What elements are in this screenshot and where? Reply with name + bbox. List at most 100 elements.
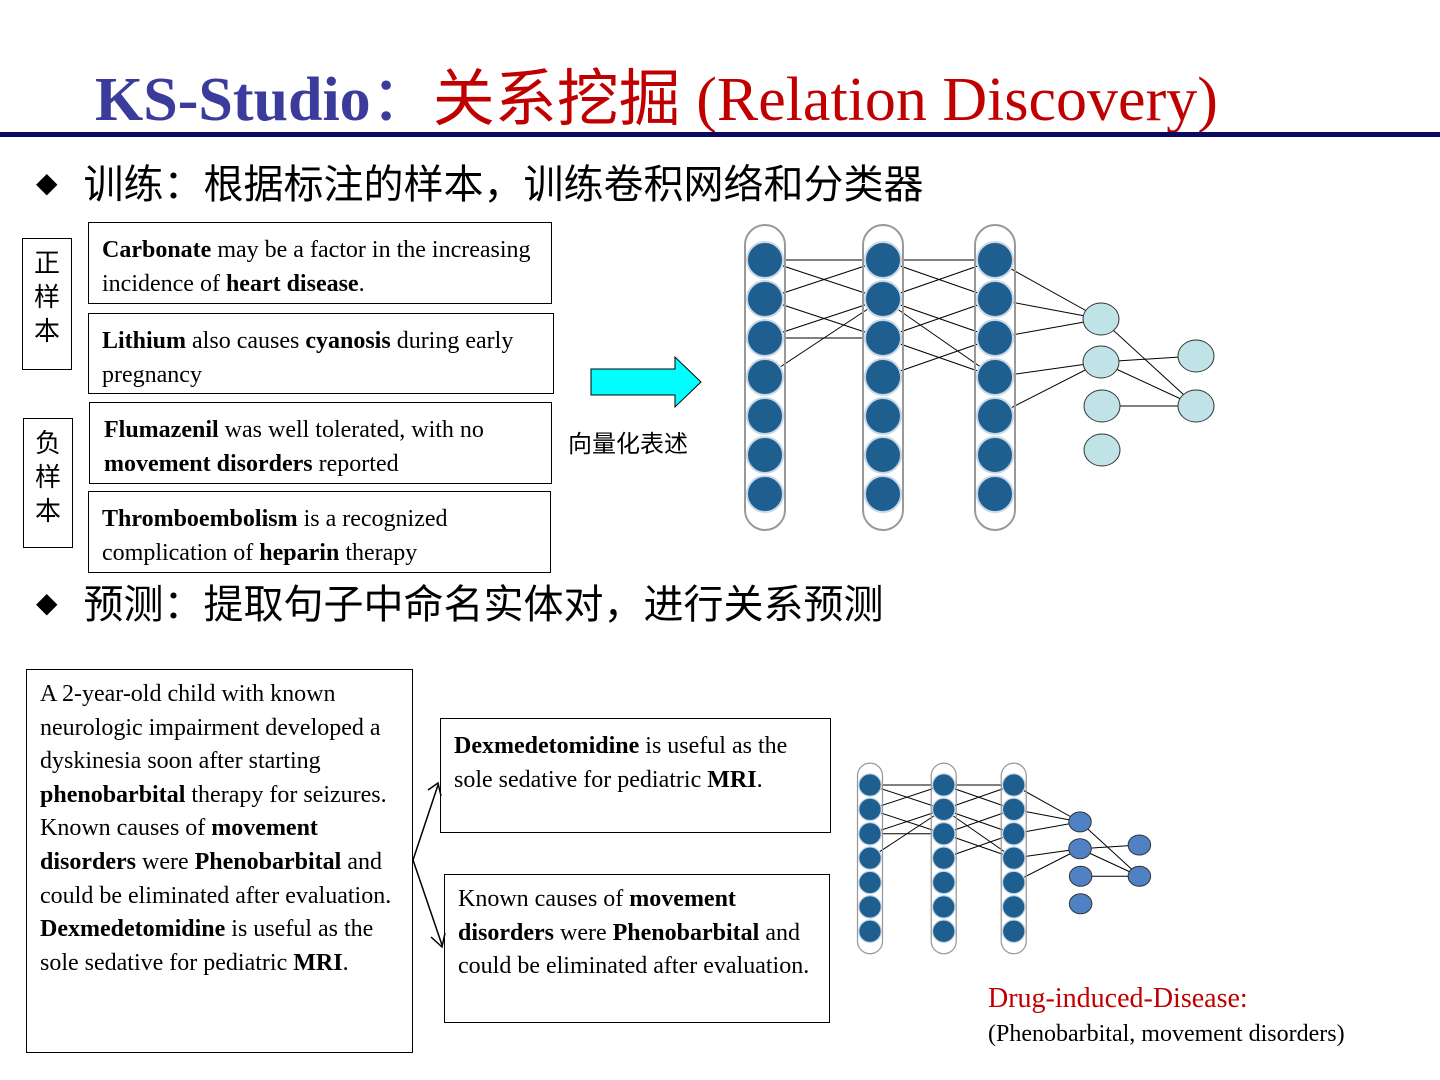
neuron — [1001, 919, 1026, 944]
neuron — [976, 280, 1014, 318]
connection — [882, 298, 996, 378]
neuron — [858, 773, 882, 797]
neuron — [864, 358, 902, 396]
neuron — [931, 821, 956, 846]
layer — [862, 224, 904, 531]
neuron — [1068, 893, 1093, 915]
connection — [1013, 784, 1081, 823]
sentence-text: may be a factor in the increasing incide… — [102, 237, 531, 297]
neuron — [1083, 389, 1121, 423]
sentence-text: were — [554, 919, 613, 946]
sample-label-text: 负样本 — [35, 429, 62, 527]
sample-label: 负样本 — [23, 418, 73, 548]
neuron — [1001, 773, 1026, 797]
connection — [943, 808, 1014, 835]
sentence-text: and could be eliminated after evaluation… — [40, 848, 392, 909]
entity: Lithium — [102, 328, 187, 354]
neuron — [864, 436, 902, 474]
layer — [744, 224, 786, 531]
sentence-box: Flumazenil was well tolerated, with no m… — [89, 402, 552, 484]
neuron — [1082, 345, 1120, 379]
connection — [943, 808, 1015, 859]
sentence-box: Carbonate may be a factor in the increas… — [88, 222, 552, 304]
neuron — [746, 241, 784, 279]
neuron — [1068, 811, 1092, 833]
entity: heart disease — [225, 271, 359, 297]
neuron — [864, 319, 902, 357]
neuron — [858, 895, 882, 919]
connection — [882, 298, 996, 339]
neuron — [976, 319, 1014, 357]
neuron — [1001, 846, 1026, 870]
neuron — [1177, 339, 1215, 373]
neuron — [1083, 433, 1121, 467]
connection — [1100, 318, 1197, 407]
title-topic: 关系挖掘 (Relation Discovery) — [432, 66, 1218, 134]
sentence-box: Known causes of movement disorders were … — [444, 874, 830, 1023]
entity: Dexmedetomidine — [40, 916, 226, 943]
entity: movement disorders — [40, 815, 318, 875]
neuron — [746, 280, 784, 318]
sample-label: 正样本 — [22, 238, 72, 370]
neuron — [746, 397, 784, 435]
sentence-text: and could be eliminated after evaluation… — [458, 919, 810, 980]
entity: cyanosis — [305, 328, 391, 354]
sentence-text: . — [342, 949, 349, 976]
sample-label-text: 正样本 — [34, 249, 61, 347]
sentence-text: . — [358, 271, 365, 297]
entity: movement disorders — [104, 451, 313, 477]
vectorize-label: 向量化表述 — [568, 430, 688, 458]
sentence-text: A 2-year-old child with known neurologic… — [40, 681, 381, 775]
sentence-text: is a recognized complication of — [102, 506, 448, 566]
sentence-box: Dexmedetomidine is useful as the sole se… — [440, 718, 831, 833]
neuron — [858, 870, 882, 895]
neuron — [976, 358, 1014, 396]
neuron — [858, 821, 882, 846]
connection — [994, 361, 1102, 417]
entity: phenobarbital — [40, 781, 186, 808]
neuron — [864, 475, 902, 513]
entity: Thromboembolism — [102, 506, 298, 532]
title-rule — [0, 132, 1440, 137]
bullet: ◆ 训练：根据标注的样本，训练卷积网络和分类器 — [36, 162, 924, 208]
neuron — [858, 797, 882, 822]
neuron — [746, 319, 784, 357]
connection — [1079, 821, 1140, 877]
entity: Flumazenil — [104, 417, 219, 443]
entity: MRI — [293, 949, 343, 976]
sentence-text: also causes — [186, 328, 306, 354]
sentence-text: is useful as the sole sedative for pedia… — [454, 733, 788, 793]
neuron — [931, 846, 956, 870]
entity: movement disorders — [458, 886, 736, 946]
bullet: ◆ 预测：提取句子中命名实体对，进行关系预测 — [36, 582, 884, 628]
entity: heparin — [259, 540, 340, 566]
entity: Phenobarbital — [612, 919, 760, 946]
neuron — [976, 241, 1014, 279]
neuron — [931, 773, 956, 797]
sentence-text: was well tolerated, with no — [218, 417, 484, 443]
slide-title: KS-Studio：关系挖掘 (Relation Discovery) — [95, 48, 1218, 138]
entity: Carbonate — [102, 237, 212, 263]
sentence-box: Lithium also causes cyanosis during earl… — [88, 313, 554, 394]
neuron — [746, 358, 784, 396]
sentence-text: therapy for seizures. Known causes of — [40, 781, 387, 842]
entity: Phenobarbital — [194, 848, 342, 875]
arrow — [590, 355, 702, 409]
neuron — [864, 397, 902, 435]
neuron — [931, 919, 956, 944]
neuron — [1127, 865, 1152, 887]
neuron — [1127, 834, 1152, 856]
sentence-box: Thromboembolism is a recognized complica… — [88, 491, 551, 573]
neuron — [931, 870, 956, 895]
neuron — [976, 397, 1014, 435]
neuron — [1082, 302, 1120, 336]
connection — [882, 259, 996, 300]
neuron — [864, 241, 902, 279]
connection — [943, 833, 1014, 859]
sentence-text: is useful as the sole sedative for pedia… — [40, 916, 374, 976]
connection — [943, 784, 1014, 810]
title-brand: KS-Studio — [95, 66, 371, 134]
sentence-text: . — [756, 767, 763, 793]
